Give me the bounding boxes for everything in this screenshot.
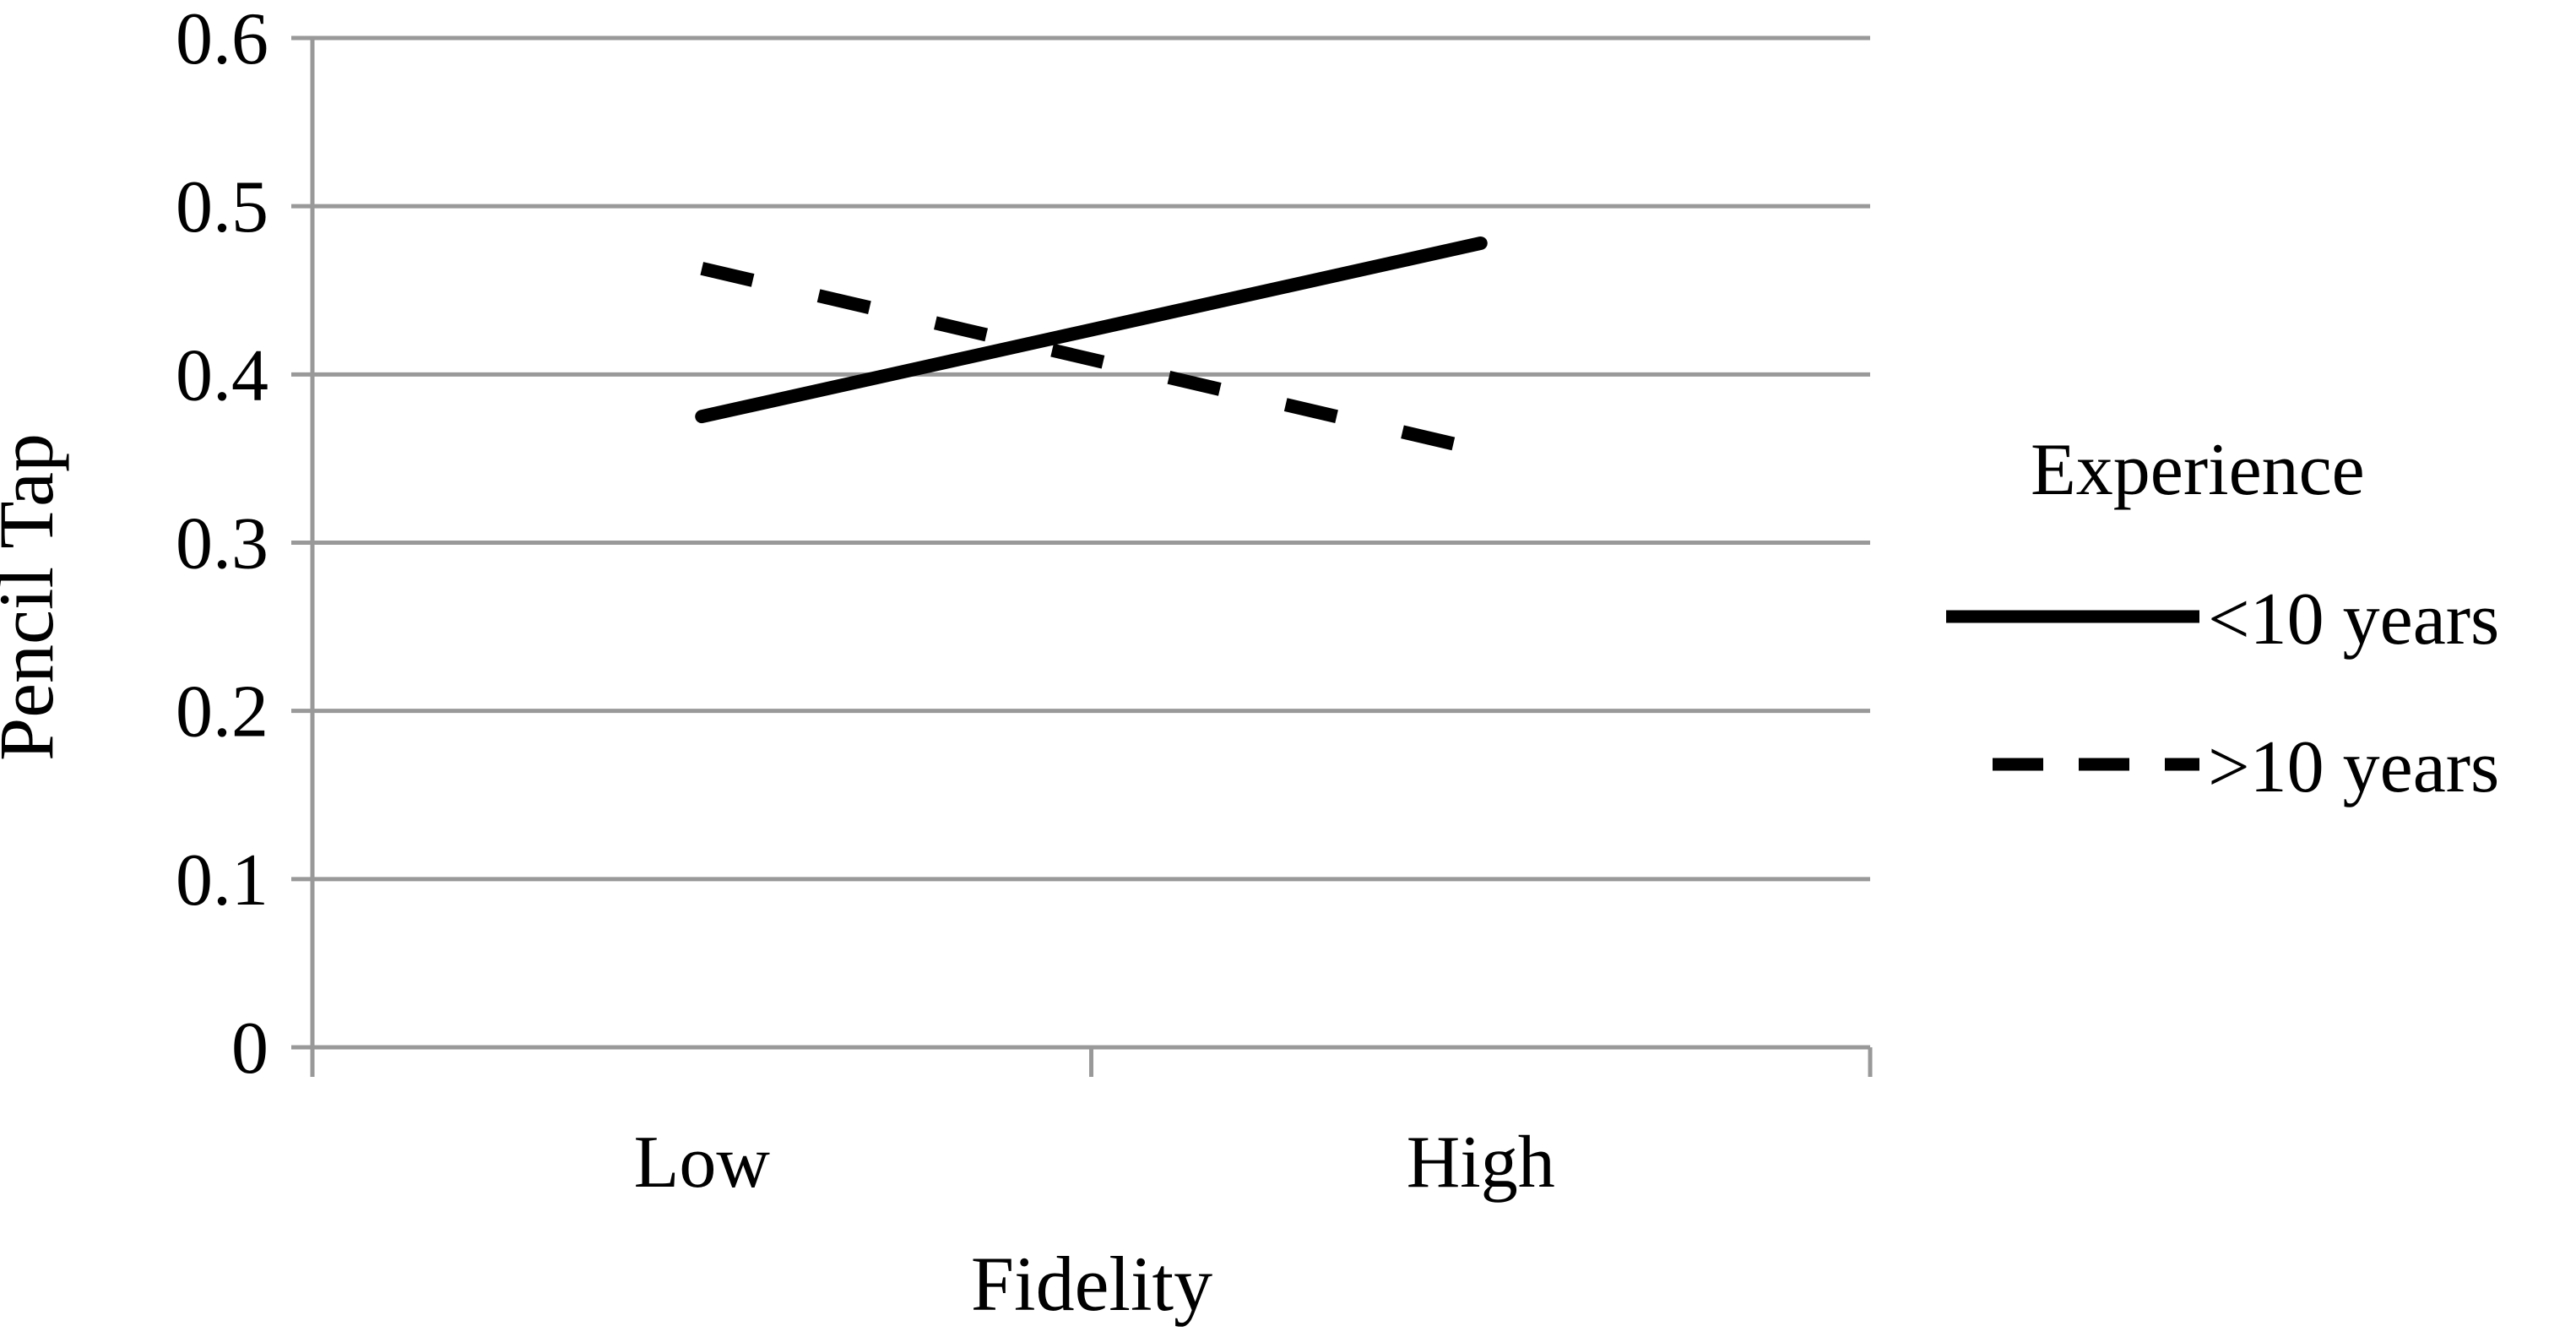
x-tick-label-0: Low (634, 1122, 771, 1204)
legend-label-series-0: <10 years (2208, 579, 2499, 660)
legend-label-series-1: >10 years (2208, 726, 2499, 808)
y-tick-label-1: 0.1 (176, 840, 268, 921)
y-tick-label-6: 0.6 (176, 0, 268, 80)
x-tick-labels: Low High (634, 1122, 1555, 1204)
y-tick-labels: 0 0.1 0.2 0.3 0.4 0.5 0.6 (176, 0, 268, 1090)
y-tick-label-0: 0 (231, 1008, 268, 1090)
gridlines (291, 35, 1870, 1050)
y-tick-label-3: 0.3 (176, 503, 268, 585)
series-line-0 (695, 236, 1488, 424)
x-tick-label-1: High (1407, 1122, 1555, 1204)
legend-title: Experience (2031, 429, 2365, 511)
series-line-1 (700, 262, 1483, 457)
x-axis-title: Fidelity (971, 1241, 1212, 1327)
axes (310, 38, 1873, 1077)
legend: Experience <10 years >10 years (1946, 429, 2499, 808)
y-tick-label-2: 0.2 (176, 671, 268, 753)
y-tick-label-4: 0.4 (176, 334, 268, 416)
series-lines (695, 236, 1488, 457)
y-tick-label-5: 0.5 (176, 166, 268, 248)
y-axis-title: Pencil Tap (0, 433, 69, 761)
